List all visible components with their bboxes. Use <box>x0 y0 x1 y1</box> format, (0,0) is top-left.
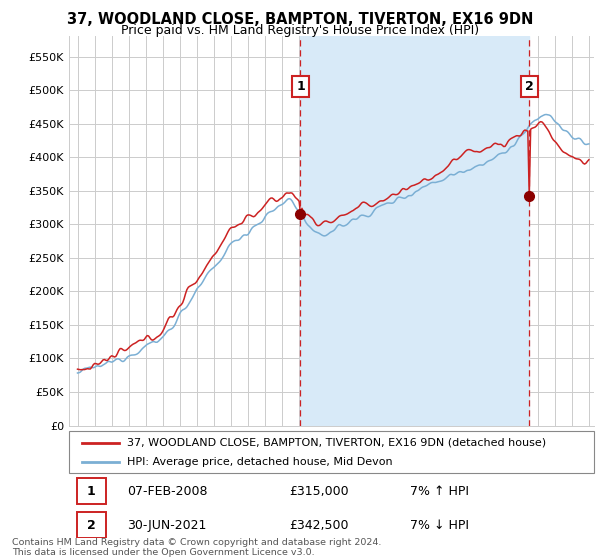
FancyBboxPatch shape <box>77 478 106 505</box>
Text: 2: 2 <box>525 80 533 93</box>
Text: 7% ↑ HPI: 7% ↑ HPI <box>410 485 469 498</box>
Text: 30-JUN-2021: 30-JUN-2021 <box>127 519 206 532</box>
Text: 37, WOODLAND CLOSE, BAMPTON, TIVERTON, EX16 9DN: 37, WOODLAND CLOSE, BAMPTON, TIVERTON, E… <box>67 12 533 27</box>
Text: 37, WOODLAND CLOSE, BAMPTON, TIVERTON, EX16 9DN (detached house): 37, WOODLAND CLOSE, BAMPTON, TIVERTON, E… <box>127 437 546 447</box>
FancyBboxPatch shape <box>77 512 106 538</box>
Text: Price paid vs. HM Land Registry's House Price Index (HPI): Price paid vs. HM Land Registry's House … <box>121 24 479 37</box>
Text: 2: 2 <box>87 519 95 532</box>
Text: £315,000: £315,000 <box>290 485 349 498</box>
Text: 7% ↓ HPI: 7% ↓ HPI <box>410 519 469 532</box>
Text: 1: 1 <box>296 80 305 93</box>
Bar <box>301 36 529 426</box>
Text: 07-FEB-2008: 07-FEB-2008 <box>127 485 207 498</box>
Text: 1: 1 <box>87 485 95 498</box>
Text: HPI: Average price, detached house, Mid Devon: HPI: Average price, detached house, Mid … <box>127 457 392 467</box>
Text: Contains HM Land Registry data © Crown copyright and database right 2024.
This d: Contains HM Land Registry data © Crown c… <box>12 538 382 557</box>
FancyBboxPatch shape <box>69 431 594 473</box>
Text: £342,500: £342,500 <box>290 519 349 532</box>
